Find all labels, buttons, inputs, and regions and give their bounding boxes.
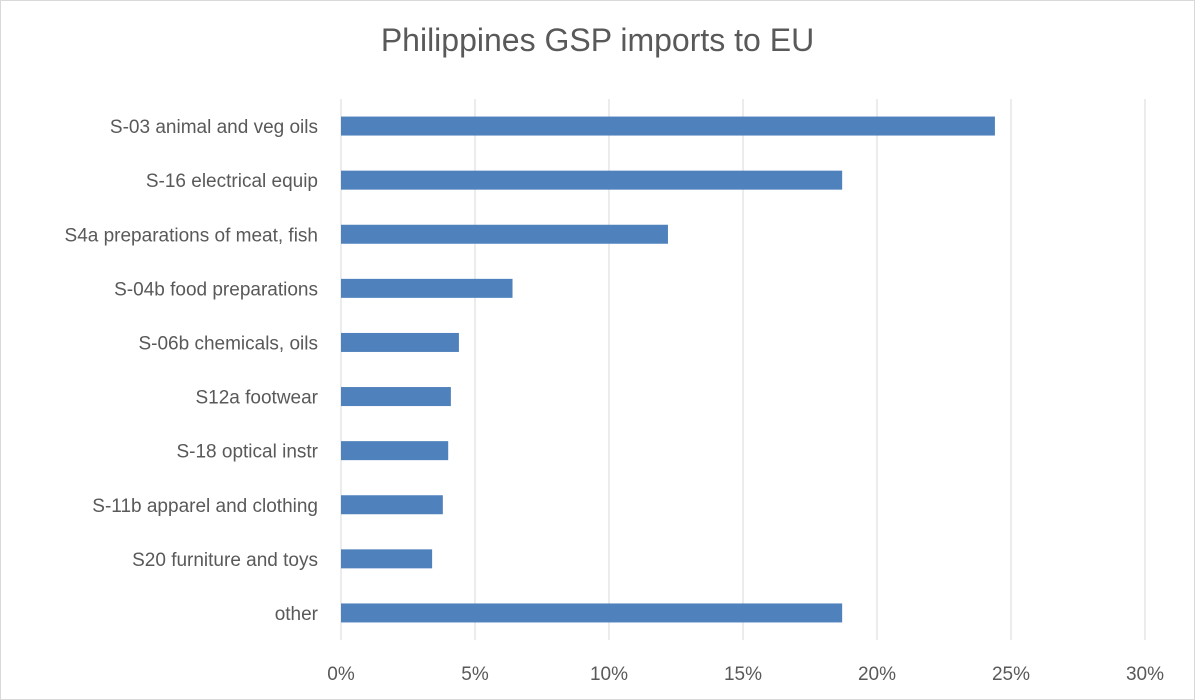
x-tick-label: 30% (1126, 664, 1164, 685)
bar (341, 224, 668, 244)
bar (341, 441, 449, 461)
bar (341, 116, 995, 136)
category-label: S-18 optical instr (176, 442, 318, 463)
x-tick-label: 20% (858, 664, 896, 685)
bar (341, 332, 459, 352)
bar (341, 170, 843, 190)
bar (341, 549, 433, 569)
x-tick-label: 15% (724, 664, 762, 685)
category-label: S-03 animal and veg oils (110, 117, 318, 138)
category-label: S-04b food preparations (114, 279, 318, 300)
category-label: other (275, 604, 319, 625)
x-tick-labels: 0% 5% 10% 15% 20% 25% 30% (327, 664, 1164, 685)
category-label: S20 furniture and toys (132, 550, 318, 571)
category-label: S-11b apparel and clothing (92, 496, 318, 517)
category-label: S4a preparations of meat, fish (65, 225, 318, 246)
bar (341, 387, 451, 407)
category-label: S-06b chemicals, oils (138, 333, 318, 354)
category-label: S-16 electrical equip (146, 171, 318, 192)
bar (341, 278, 513, 298)
bar (341, 603, 843, 623)
bar (341, 495, 443, 515)
bars (341, 116, 995, 623)
category-label: S12a footwear (195, 388, 318, 409)
x-tick-label: 0% (327, 664, 355, 685)
x-tick-label: 25% (992, 664, 1030, 685)
category-labels: S-03 animal and veg oils S-16 electrical … (65, 117, 319, 625)
chart-title: Philippines GSP imports to EU (380, 22, 815, 58)
x-tick-label: 5% (461, 664, 489, 685)
x-tick-label: 10% (590, 664, 628, 685)
